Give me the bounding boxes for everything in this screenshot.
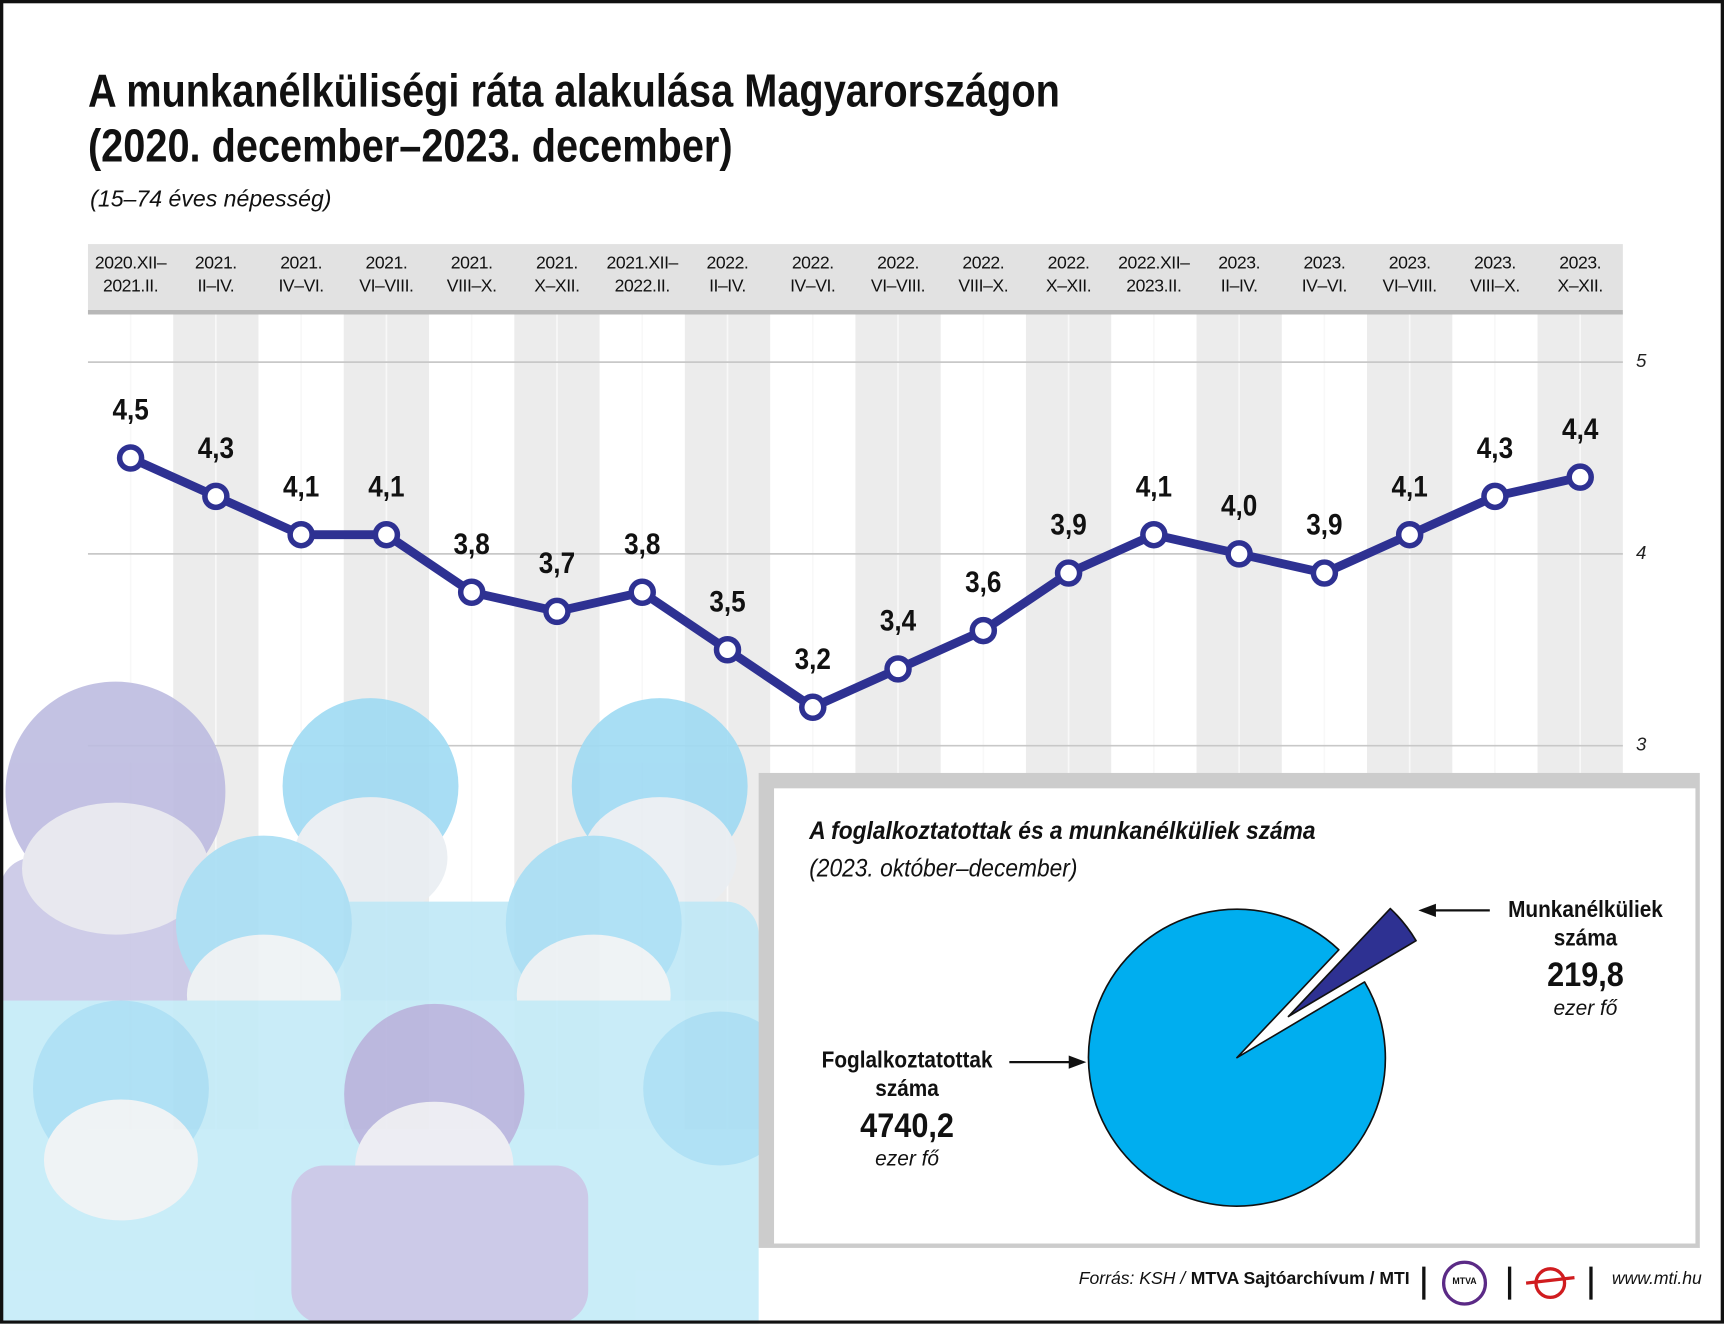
value-label: 3,4 — [880, 604, 917, 637]
point — [1140, 520, 1168, 549]
pie-subtitle: (2023. október–december) — [809, 853, 1078, 882]
face — [21, 802, 209, 935]
logo-text: MTVA — [1452, 1276, 1477, 1287]
chart-subtitle: (15–74 éves népesség) — [90, 186, 332, 213]
legend-label: Foglalkoztatottak száma — [821, 1047, 993, 1102]
value-label: 4740,2 — [860, 1106, 954, 1145]
value-label: 3,8 — [624, 527, 660, 560]
value-label: 219,8 — [1547, 955, 1624, 994]
value-label: 4,1 — [1136, 470, 1172, 503]
pie-slice — [1087, 908, 1387, 1207]
point — [628, 578, 656, 606]
x-tick-label: 2021. X–XII. — [534, 253, 580, 296]
face — [43, 1099, 198, 1221]
point — [1395, 520, 1424, 549]
value-label: 3,9 — [1306, 508, 1342, 541]
x-tick-label: 2020.XII– 2021.II. — [94, 253, 167, 296]
x-tick-label: 2022. VI–VIII. — [870, 253, 926, 296]
pie-slice — [1287, 907, 1417, 1018]
value-label: 4,1 — [283, 470, 319, 503]
x-tick-label: 2021. IV–VI. — [278, 253, 324, 296]
chart-title: A munkanélküliségi ráta alakulása Magyar… — [87, 64, 1060, 172]
point — [543, 597, 571, 626]
x-tick-label: 2023. VIII–X. — [1470, 253, 1520, 296]
x-tick-label: 2021. VI–VIII. — [359, 253, 414, 296]
y-tick-label: 4 — [1636, 542, 1646, 563]
unit-label: ezer fő — [1553, 997, 1618, 1021]
point — [1054, 559, 1083, 587]
value-label: 3,5 — [709, 585, 745, 618]
workers-illustration — [0, 681, 798, 1324]
x-tick-label: 2023. II–IV. — [1218, 253, 1261, 296]
x-tick-label: 2021.XII– 2022.II. — [606, 253, 679, 296]
footer-source: Forrás: KSH / — [1078, 1269, 1186, 1289]
value-label: 4,3 — [198, 431, 234, 464]
x-tick-label: 2021. VIII–X. — [446, 253, 497, 296]
value-label: 3,6 — [965, 566, 1001, 599]
value-label: 3,8 — [454, 527, 490, 560]
point — [287, 520, 315, 549]
header-band — [87, 244, 1623, 311]
x-tick-label: 2021. II–IV. — [194, 253, 237, 296]
point — [884, 655, 912, 683]
y-tick-label: 3 — [1636, 734, 1647, 755]
value-label: 4,1 — [368, 470, 404, 503]
arrow-head — [1068, 1055, 1087, 1069]
point — [202, 482, 230, 511]
pie-arrows — [1009, 903, 1490, 1069]
y-tick-label: 5 — [1636, 350, 1647, 371]
line — [128, 453, 1582, 712]
arrow-head — [1418, 903, 1436, 917]
value-label: 4,1 — [1392, 470, 1428, 503]
point — [457, 578, 486, 606]
point — [1566, 463, 1594, 491]
value-label: 3,7 — [539, 547, 575, 580]
value-label: 3,9 — [1050, 508, 1086, 541]
value-label: 3,2 — [795, 642, 831, 675]
point — [713, 636, 742, 664]
x-tick-label: 2023. IV–VI. — [1301, 253, 1348, 296]
value-label: 4,0 — [1221, 489, 1257, 522]
logo — [1441, 1260, 1488, 1306]
x-tick-label: 2022.XII– 2023.II. — [1118, 253, 1190, 296]
x-tick-label: 2022. X–XII. — [1045, 253, 1092, 296]
footer-website: www.mti.hu — [1611, 1269, 1702, 1289]
point — [1310, 559, 1339, 587]
point — [116, 444, 145, 472]
value-label: 4,5 — [112, 393, 148, 426]
footer-marks — [1422, 1260, 1593, 1306]
body — [291, 1165, 589, 1324]
point — [969, 616, 998, 645]
x-tick-label: 2022. VIII–X. — [958, 253, 1009, 296]
x-tick-label: 2023. VI–VIII. — [1382, 253, 1438, 296]
point — [372, 520, 401, 549]
value-label: 4,3 — [1477, 431, 1513, 464]
x-tick-label: 2023. X–XII. — [1557, 253, 1604, 296]
logo-stroke — [1525, 1275, 1575, 1285]
point — [799, 693, 827, 722]
pie-title: A foglalkoztatottak és a munkanélküliek … — [809, 815, 1316, 845]
x-tick-label: 2022. II–IV. — [706, 253, 749, 296]
x-tick-label: 2022. IV–VI. — [790, 253, 836, 296]
footer-publisher: MTVA Sajtóarchívum / MTI — [1190, 1269, 1410, 1289]
point — [1225, 540, 1253, 568]
pie-chart — [1087, 907, 1417, 1207]
value-label: 4,4 — [1562, 412, 1599, 445]
unit-label: ezer fő — [875, 1147, 940, 1171]
legend-label: Munkanélküliek száma — [1508, 897, 1663, 952]
point — [1481, 482, 1509, 511]
